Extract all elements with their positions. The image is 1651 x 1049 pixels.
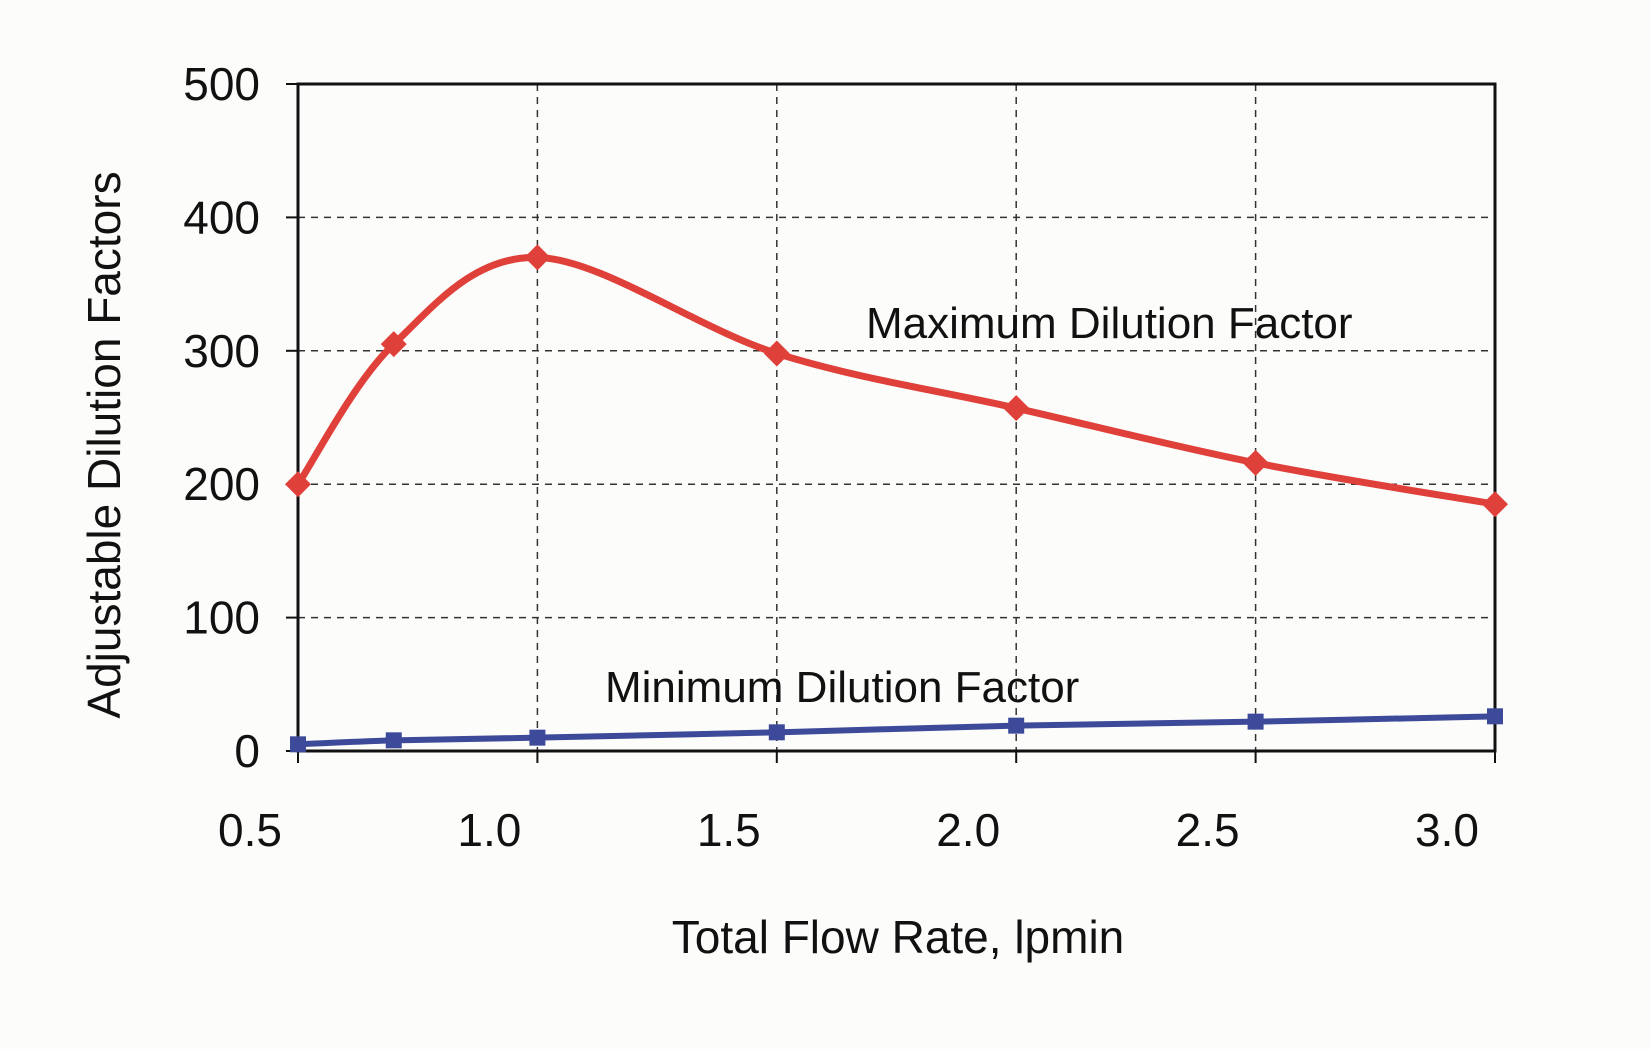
y-tick-label: 200 — [183, 458, 260, 510]
y-tick-label: 300 — [183, 325, 260, 377]
x-tick-label: 2.5 — [1176, 804, 1240, 856]
x-axis-label: Total Flow Rate, lpmin — [672, 911, 1125, 963]
x-tick-label: 3.0 — [1415, 804, 1479, 856]
series-label-min: Minimum Dilution Factor — [605, 663, 1079, 712]
y-tick-label: 0 — [234, 725, 260, 777]
data-point-min — [1247, 713, 1264, 730]
x-tick-label: 0.5 — [218, 804, 282, 856]
y-tick-label: 400 — [183, 191, 260, 243]
data-point-min — [529, 729, 546, 746]
data-point-max — [1482, 491, 1508, 518]
data-point-max — [380, 331, 407, 358]
y-axis-label: Adjustable Dilution Factors — [78, 171, 130, 718]
data-point-max — [1242, 449, 1269, 476]
x-tick-label: 1.5 — [697, 804, 761, 856]
data-point-max — [524, 244, 551, 271]
data-point-min — [1008, 717, 1025, 734]
data-point-max — [1003, 395, 1030, 422]
series-line-min — [297, 713, 1496, 748]
data-point-min — [290, 736, 306, 753]
plot-frame — [296, 82, 1497, 753]
x-tick-label: 2.0 — [936, 804, 1000, 856]
x-tick-label: 1.0 — [457, 804, 521, 856]
data-point-max — [763, 340, 790, 367]
data-point-max — [285, 471, 311, 498]
data-point-min — [1487, 708, 1503, 725]
series-line-max — [295, 253, 1496, 508]
data-point-min — [385, 732, 402, 749]
y-tick-label: 100 — [183, 592, 260, 644]
data-point-min — [768, 724, 785, 741]
series-label-max: Maximum Dilution Factor — [866, 299, 1353, 348]
y-tick-label: 500 — [183, 58, 260, 110]
